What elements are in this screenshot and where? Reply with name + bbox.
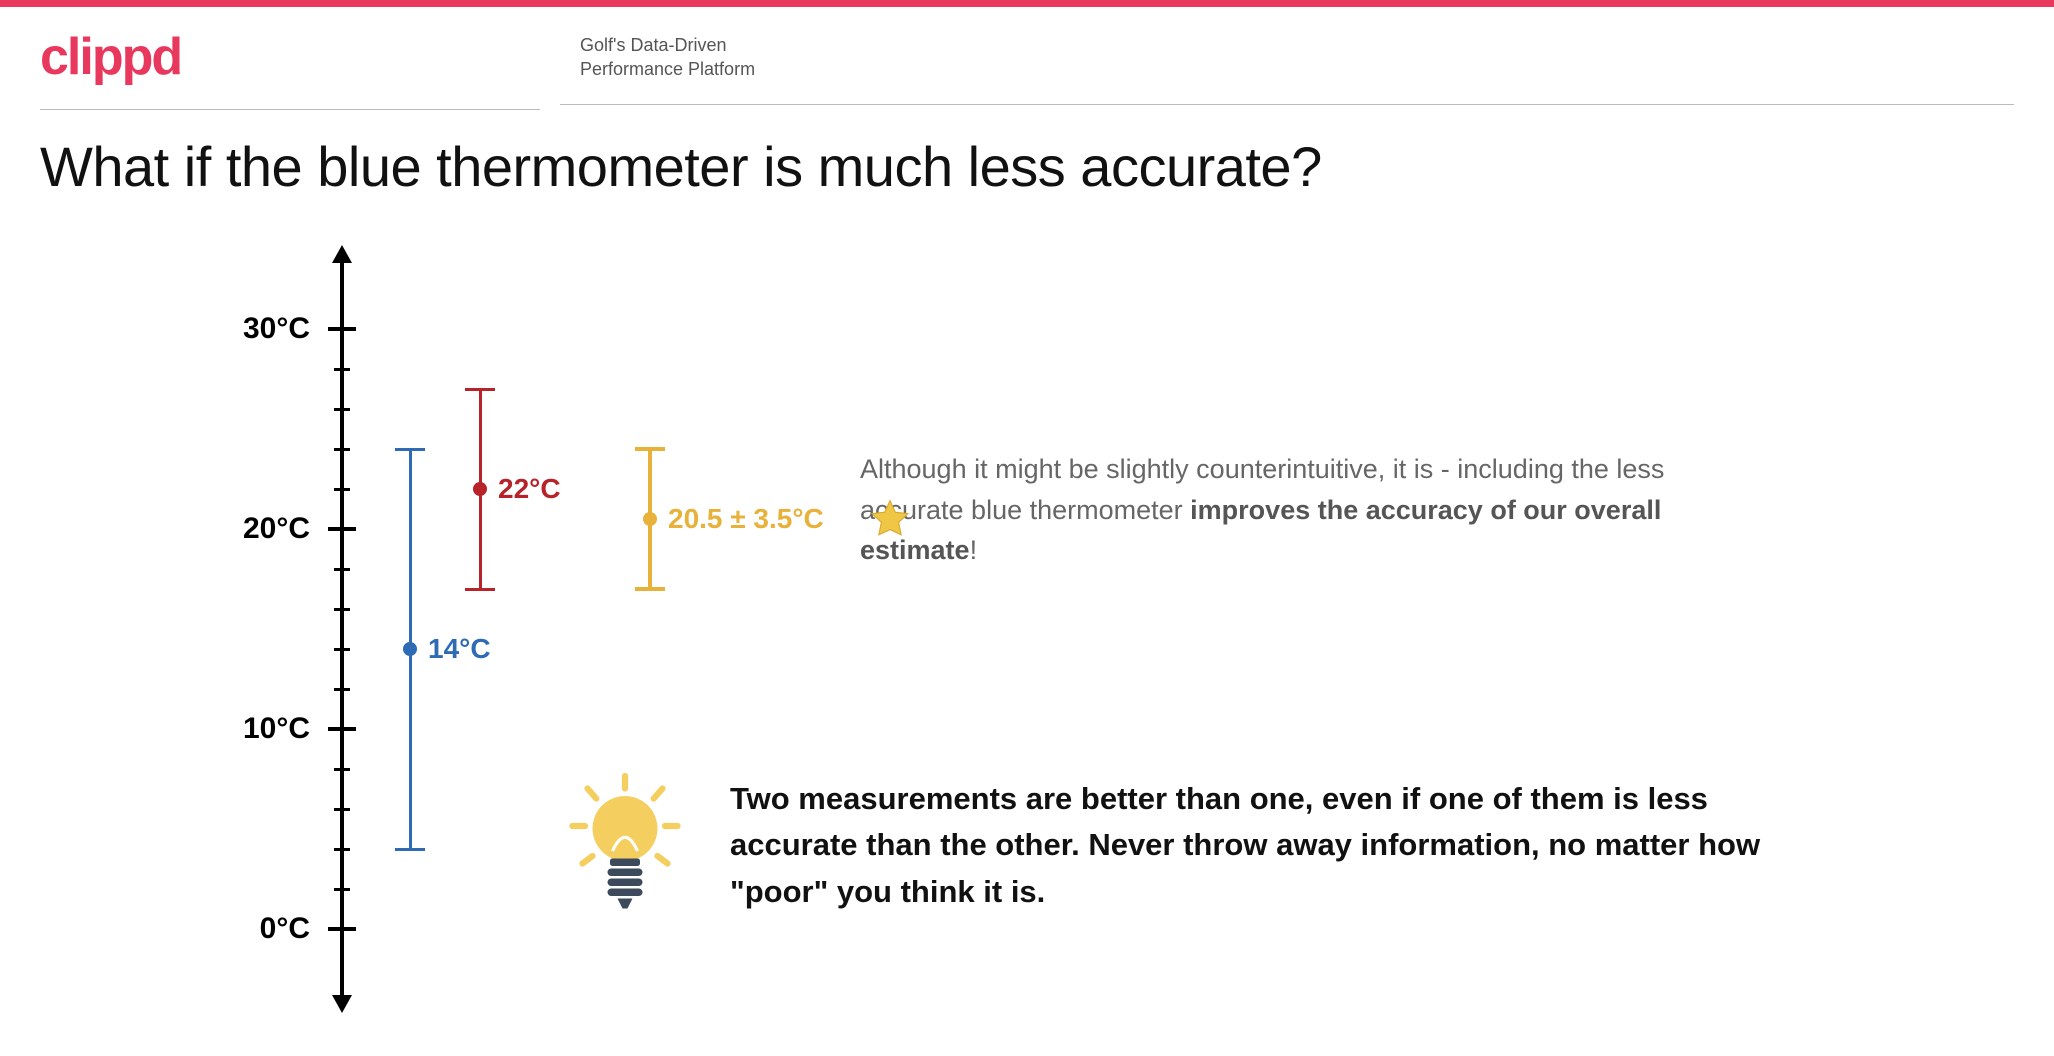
tick-minor xyxy=(334,648,350,651)
thermometer-chart: 0°C 10°C 20°C 30°C 14°C 22°C 20.5 ± 3.5°C xyxy=(140,259,840,999)
tick-label: 20°C xyxy=(243,512,310,546)
errorbar-dot-red xyxy=(473,482,487,496)
brand-subtitle-2: Performance Platform xyxy=(580,57,2014,81)
brand-subtitle-1: Golf's Data-Driven xyxy=(580,33,2014,57)
axis-arrow-up-icon xyxy=(332,245,352,263)
tick-minor xyxy=(334,768,350,771)
header-left: clippd xyxy=(40,27,540,110)
tick-minor xyxy=(334,488,350,491)
tick-major xyxy=(328,327,356,331)
chart-column: 0°C 10°C 20°C 30°C 14°C 22°C 20.5 ± 3.5°C xyxy=(40,259,860,999)
tick-label: 10°C xyxy=(243,712,310,746)
star-icon xyxy=(868,497,912,541)
explanation-text: Although it might be slightly counterint… xyxy=(860,449,1760,571)
axis-arrow-down-icon xyxy=(332,995,352,1013)
errorbar-cap-yellow xyxy=(635,447,665,451)
errorbar-cap-red xyxy=(465,588,495,591)
errorbar-dot-blue xyxy=(403,642,417,656)
page-title: What if the blue thermometer is much les… xyxy=(0,110,2054,209)
tick-major xyxy=(328,927,356,931)
brand-topbar xyxy=(0,0,2054,7)
errorbar-dot-yellow xyxy=(643,512,657,526)
tick-minor xyxy=(334,608,350,611)
tick-minor xyxy=(334,688,350,691)
errorbar-cap-yellow xyxy=(635,587,665,591)
takeaway-text: Two measurements are better than one, ev… xyxy=(730,776,1780,916)
right-column: Although it might be slightly counterint… xyxy=(860,259,2014,999)
tick-label: 30°C xyxy=(243,312,310,346)
errorbar-cap-blue xyxy=(395,448,425,451)
tick-minor xyxy=(334,448,350,451)
tick-minor xyxy=(334,368,350,371)
tick-minor xyxy=(334,568,350,571)
tick-minor xyxy=(334,808,350,811)
errorbar-cap-blue xyxy=(395,848,425,851)
tick-minor xyxy=(334,848,350,851)
errorbar-cap-red xyxy=(465,388,495,391)
explanation-post: ! xyxy=(970,535,978,565)
tick-minor xyxy=(334,888,350,891)
tick-major xyxy=(328,727,356,731)
header: clippd Golf's Data-Driven Performance Pl… xyxy=(0,7,2054,110)
errorbar-label-yellow: 20.5 ± 3.5°C xyxy=(668,503,824,535)
tick-minor xyxy=(334,408,350,411)
header-right: Golf's Data-Driven Performance Platform xyxy=(560,27,2014,105)
brand-logo: clippd xyxy=(40,27,540,87)
content: 0°C 10°C 20°C 30°C 14°C 22°C 20.5 ± 3.5°C Alth… xyxy=(0,209,2054,999)
tick-label: 0°C xyxy=(260,912,310,946)
errorbar-label-blue: 14°C xyxy=(428,633,491,665)
errorbar-label-red: 22°C xyxy=(498,473,561,505)
tick-major xyxy=(328,527,356,531)
